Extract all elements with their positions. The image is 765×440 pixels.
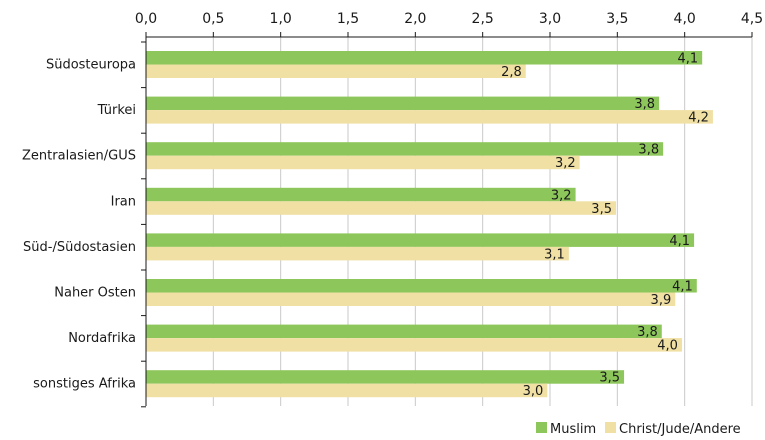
bar-muslim (146, 233, 695, 247)
data-label: 2,8 (501, 65, 522, 80)
bar-christ-jude-andere (146, 338, 682, 352)
legend: Muslim Christ/Jude/Andere (536, 422, 741, 437)
category-label: Nordafrika (68, 331, 136, 346)
x-tick-label: 0,0 (135, 11, 157, 27)
x-tick-label: 2,0 (404, 11, 426, 27)
bar-christ-jude-andere (146, 201, 616, 215)
data-label: 3,1 (544, 247, 565, 262)
x-tick-label: 3,0 (539, 11, 561, 27)
category-label: Türkei (97, 103, 136, 118)
category-label: Iran (111, 194, 136, 209)
bars (146, 51, 713, 398)
bar-muslim (146, 370, 625, 384)
x-tick-label: 0,5 (202, 11, 224, 27)
data-label: 4,2 (688, 111, 709, 126)
category-label: sonstiges Afrika (33, 377, 136, 392)
category-label: Südosteuropa (46, 58, 136, 73)
axes: 0,0 0,5 1,0 1,5 2,0 2,5 3,0 3,5 4,0 4,5 (135, 11, 763, 408)
bar-christ-jude-andere (146, 246, 569, 261)
x-tick-label: 1,0 (270, 11, 292, 27)
data-label: 3,8 (637, 325, 658, 340)
x-tick-label: 3,5 (606, 11, 628, 27)
x-tick-label: 1,5 (337, 11, 359, 27)
bar-christ-jude-andere (146, 292, 676, 306)
labels: Südosteuropa 4,1 2,8 Türkei 3,8 4,2 Zentralasi… (22, 52, 709, 400)
data-label: 3,0 (523, 384, 544, 399)
data-label: 4,0 (657, 339, 678, 354)
data-label: 3,2 (555, 156, 576, 171)
legend-label: Muslim (550, 422, 596, 437)
bar-muslim (146, 142, 664, 156)
category-label: Zentralasien/GUS (22, 149, 136, 164)
bar-christ-jude-andere (146, 110, 713, 124)
bar-christ-jude-andere (146, 383, 548, 398)
bar-christ-jude-andere (146, 64, 526, 78)
data-label: 3,8 (638, 143, 659, 158)
data-label: 3,2 (551, 188, 572, 203)
data-label: 3,8 (634, 97, 655, 112)
legend-label: Christ/Jude/Andere (619, 422, 741, 437)
data-label: 4,1 (677, 52, 698, 67)
bar-christ-jude-andere (146, 155, 580, 170)
data-label: 4,1 (669, 234, 690, 249)
legend-swatch (605, 422, 616, 433)
data-label: 3,9 (651, 293, 672, 308)
bar-muslim (146, 324, 662, 339)
data-label: 3,5 (591, 202, 612, 217)
bar-muslim (146, 96, 660, 111)
x-tick-label: 4,5 (741, 11, 763, 27)
bar-muslim (146, 51, 703, 65)
category-label: Süd-/Südostasien (23, 240, 136, 255)
data-label: 4,1 (672, 280, 693, 295)
x-tick-label: 2,5 (472, 11, 494, 27)
data-label: 3,5 (599, 371, 620, 386)
bar-muslim (146, 187, 576, 202)
category-label: Naher Osten (54, 286, 136, 301)
bar-muslim (146, 279, 697, 293)
x-tick-label: 4,0 (674, 11, 696, 27)
legend-swatch (536, 422, 547, 433)
